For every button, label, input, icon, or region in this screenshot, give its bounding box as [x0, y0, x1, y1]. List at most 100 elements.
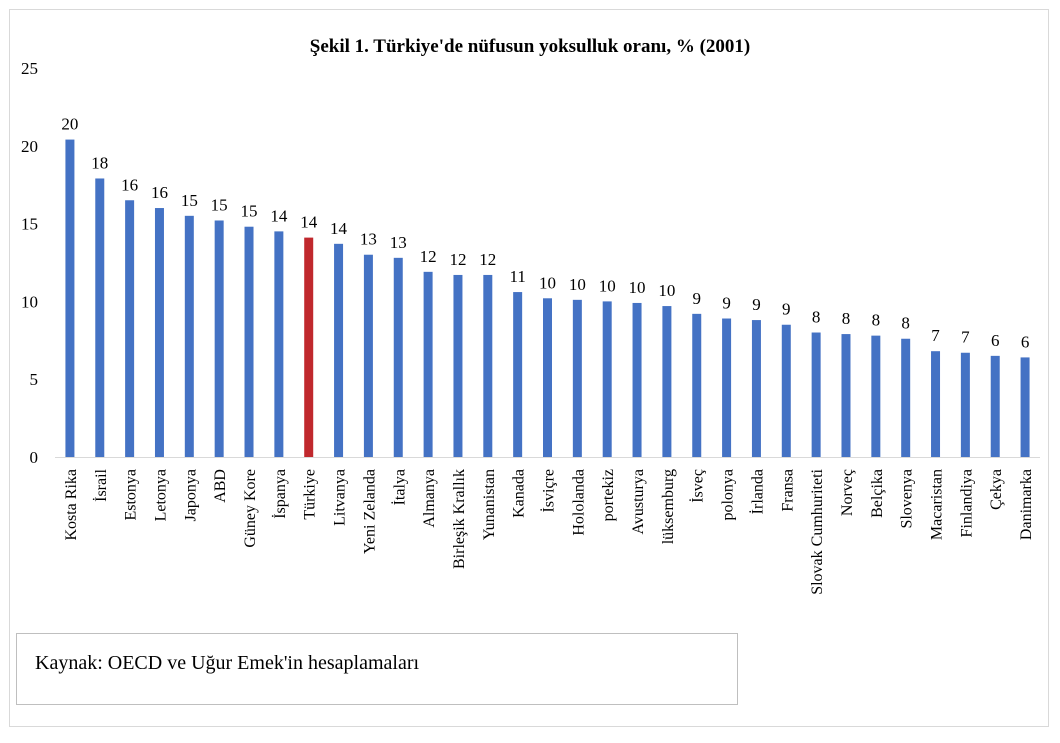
y-tick-label: 20	[21, 137, 38, 156]
x-tick-label: lüksemburg	[660, 469, 677, 544]
source-note: Kaynak: OECD ve Uğur Emek'in hesaplamala…	[35, 652, 420, 674]
bar	[931, 351, 941, 457]
y-tick-label: 0	[30, 448, 39, 467]
bar	[513, 292, 523, 457]
x-tick-label: ABD	[212, 469, 229, 503]
y-tick-label: 5	[30, 370, 39, 389]
chart-title: Şekil 1. Türkiye'de nüfusun yoksulluk or…	[310, 36, 750, 57]
data-label: 15	[181, 191, 198, 210]
x-tick-label: Fransa	[779, 469, 796, 512]
data-label: 10	[629, 278, 646, 297]
x-tick-label: Slovak Cumhuriteti	[809, 468, 826, 594]
x-tick-label: Yeni Zelanda	[361, 469, 378, 554]
bar	[363, 254, 373, 457]
x-tick-label: Japonya	[182, 469, 199, 521]
data-label: 8	[872, 311, 881, 330]
x-tick-label: İsrail	[92, 468, 110, 501]
data-label: 14	[330, 219, 348, 238]
bar	[811, 332, 821, 457]
x-tick-label: portekiz	[600, 469, 617, 521]
x-tick-label: Türkiye	[302, 469, 319, 520]
x-tick-label: Kosta Rika	[63, 469, 80, 541]
bar	[751, 320, 761, 457]
x-tick-label: İspanya	[271, 469, 289, 519]
data-label: 9	[752, 295, 761, 314]
x-tick-label: Letonya	[152, 469, 169, 521]
data-label: 16	[151, 183, 168, 202]
x-tick-label: İsveç	[689, 469, 707, 503]
bar	[483, 274, 493, 457]
bar	[990, 355, 1000, 457]
chart-frame	[9, 9, 1049, 727]
source-note-box: Kaynak: OECD ve Uğur Emek'in hesaplamala…	[16, 633, 738, 705]
data-label: 10	[658, 281, 675, 300]
x-tick-label: İrlanda	[748, 469, 766, 514]
x-tick-label: Slovenya	[899, 469, 916, 529]
x-tick-label: Hololanda	[570, 469, 587, 536]
data-label: 14	[300, 213, 318, 232]
bar	[602, 301, 612, 457]
data-label: 11	[509, 267, 525, 286]
x-tick-label: Belçika	[869, 469, 886, 518]
data-label: 12	[420, 247, 437, 266]
data-label: 15	[211, 195, 228, 214]
bar	[1020, 357, 1030, 457]
data-label: 9	[722, 294, 731, 313]
data-label: 13	[360, 230, 377, 249]
data-label: 20	[61, 115, 78, 134]
bar	[722, 318, 732, 457]
bar	[901, 338, 911, 457]
bar	[453, 274, 463, 457]
y-tick-label: 10	[21, 292, 38, 311]
x-tick-label: polonya	[720, 469, 737, 521]
bar	[841, 334, 851, 457]
x-tick-label: Finlandiya	[958, 469, 975, 537]
bar	[184, 215, 194, 457]
data-label: 15	[241, 202, 258, 221]
data-label: 8	[901, 314, 910, 333]
data-label: 6	[991, 331, 1000, 350]
data-label: 8	[842, 309, 851, 328]
bar	[65, 139, 75, 458]
x-tick-label: Birleşik Krallık	[451, 469, 468, 569]
data-label: 8	[812, 308, 821, 327]
bar	[244, 226, 254, 457]
data-label: 10	[599, 276, 616, 295]
bar	[274, 231, 284, 457]
data-label: 12	[449, 250, 466, 269]
x-tick-label: Avusturya	[630, 469, 647, 534]
x-tick-label: Norveç	[839, 469, 856, 516]
x-tick-label: İtalya	[390, 469, 408, 505]
data-label: 13	[390, 233, 407, 252]
bar	[95, 178, 105, 457]
bar	[154, 208, 164, 457]
data-label: 18	[91, 153, 108, 172]
bar	[334, 243, 344, 457]
bar	[423, 271, 433, 457]
y-tick-label: 15	[21, 215, 38, 234]
x-tick-label: Güney Kore	[242, 469, 259, 548]
data-label: 6	[1021, 332, 1030, 351]
bar	[393, 257, 403, 457]
x-tick-label: İsviçre	[540, 469, 558, 513]
bar	[781, 324, 791, 457]
x-tick-label: Almanya	[421, 469, 438, 528]
bar	[214, 220, 224, 457]
x-tick-label: Litvanya	[332, 469, 349, 526]
y-tick-label: 25	[21, 59, 38, 78]
bar	[572, 299, 582, 457]
x-tick-label: Çekya	[988, 469, 1005, 510]
bar	[543, 298, 552, 457]
bar	[304, 237, 314, 457]
data-label: 10	[569, 275, 586, 294]
x-tick-label: Kanada	[511, 469, 528, 518]
data-label: 7	[961, 328, 970, 347]
data-label: 14	[270, 206, 288, 225]
data-label: 16	[121, 175, 138, 194]
data-label: 12	[479, 250, 496, 269]
bar	[632, 302, 642, 457]
x-tick-label: Yunanistan	[481, 469, 498, 540]
data-label: 9	[782, 300, 791, 319]
bar	[692, 313, 702, 457]
